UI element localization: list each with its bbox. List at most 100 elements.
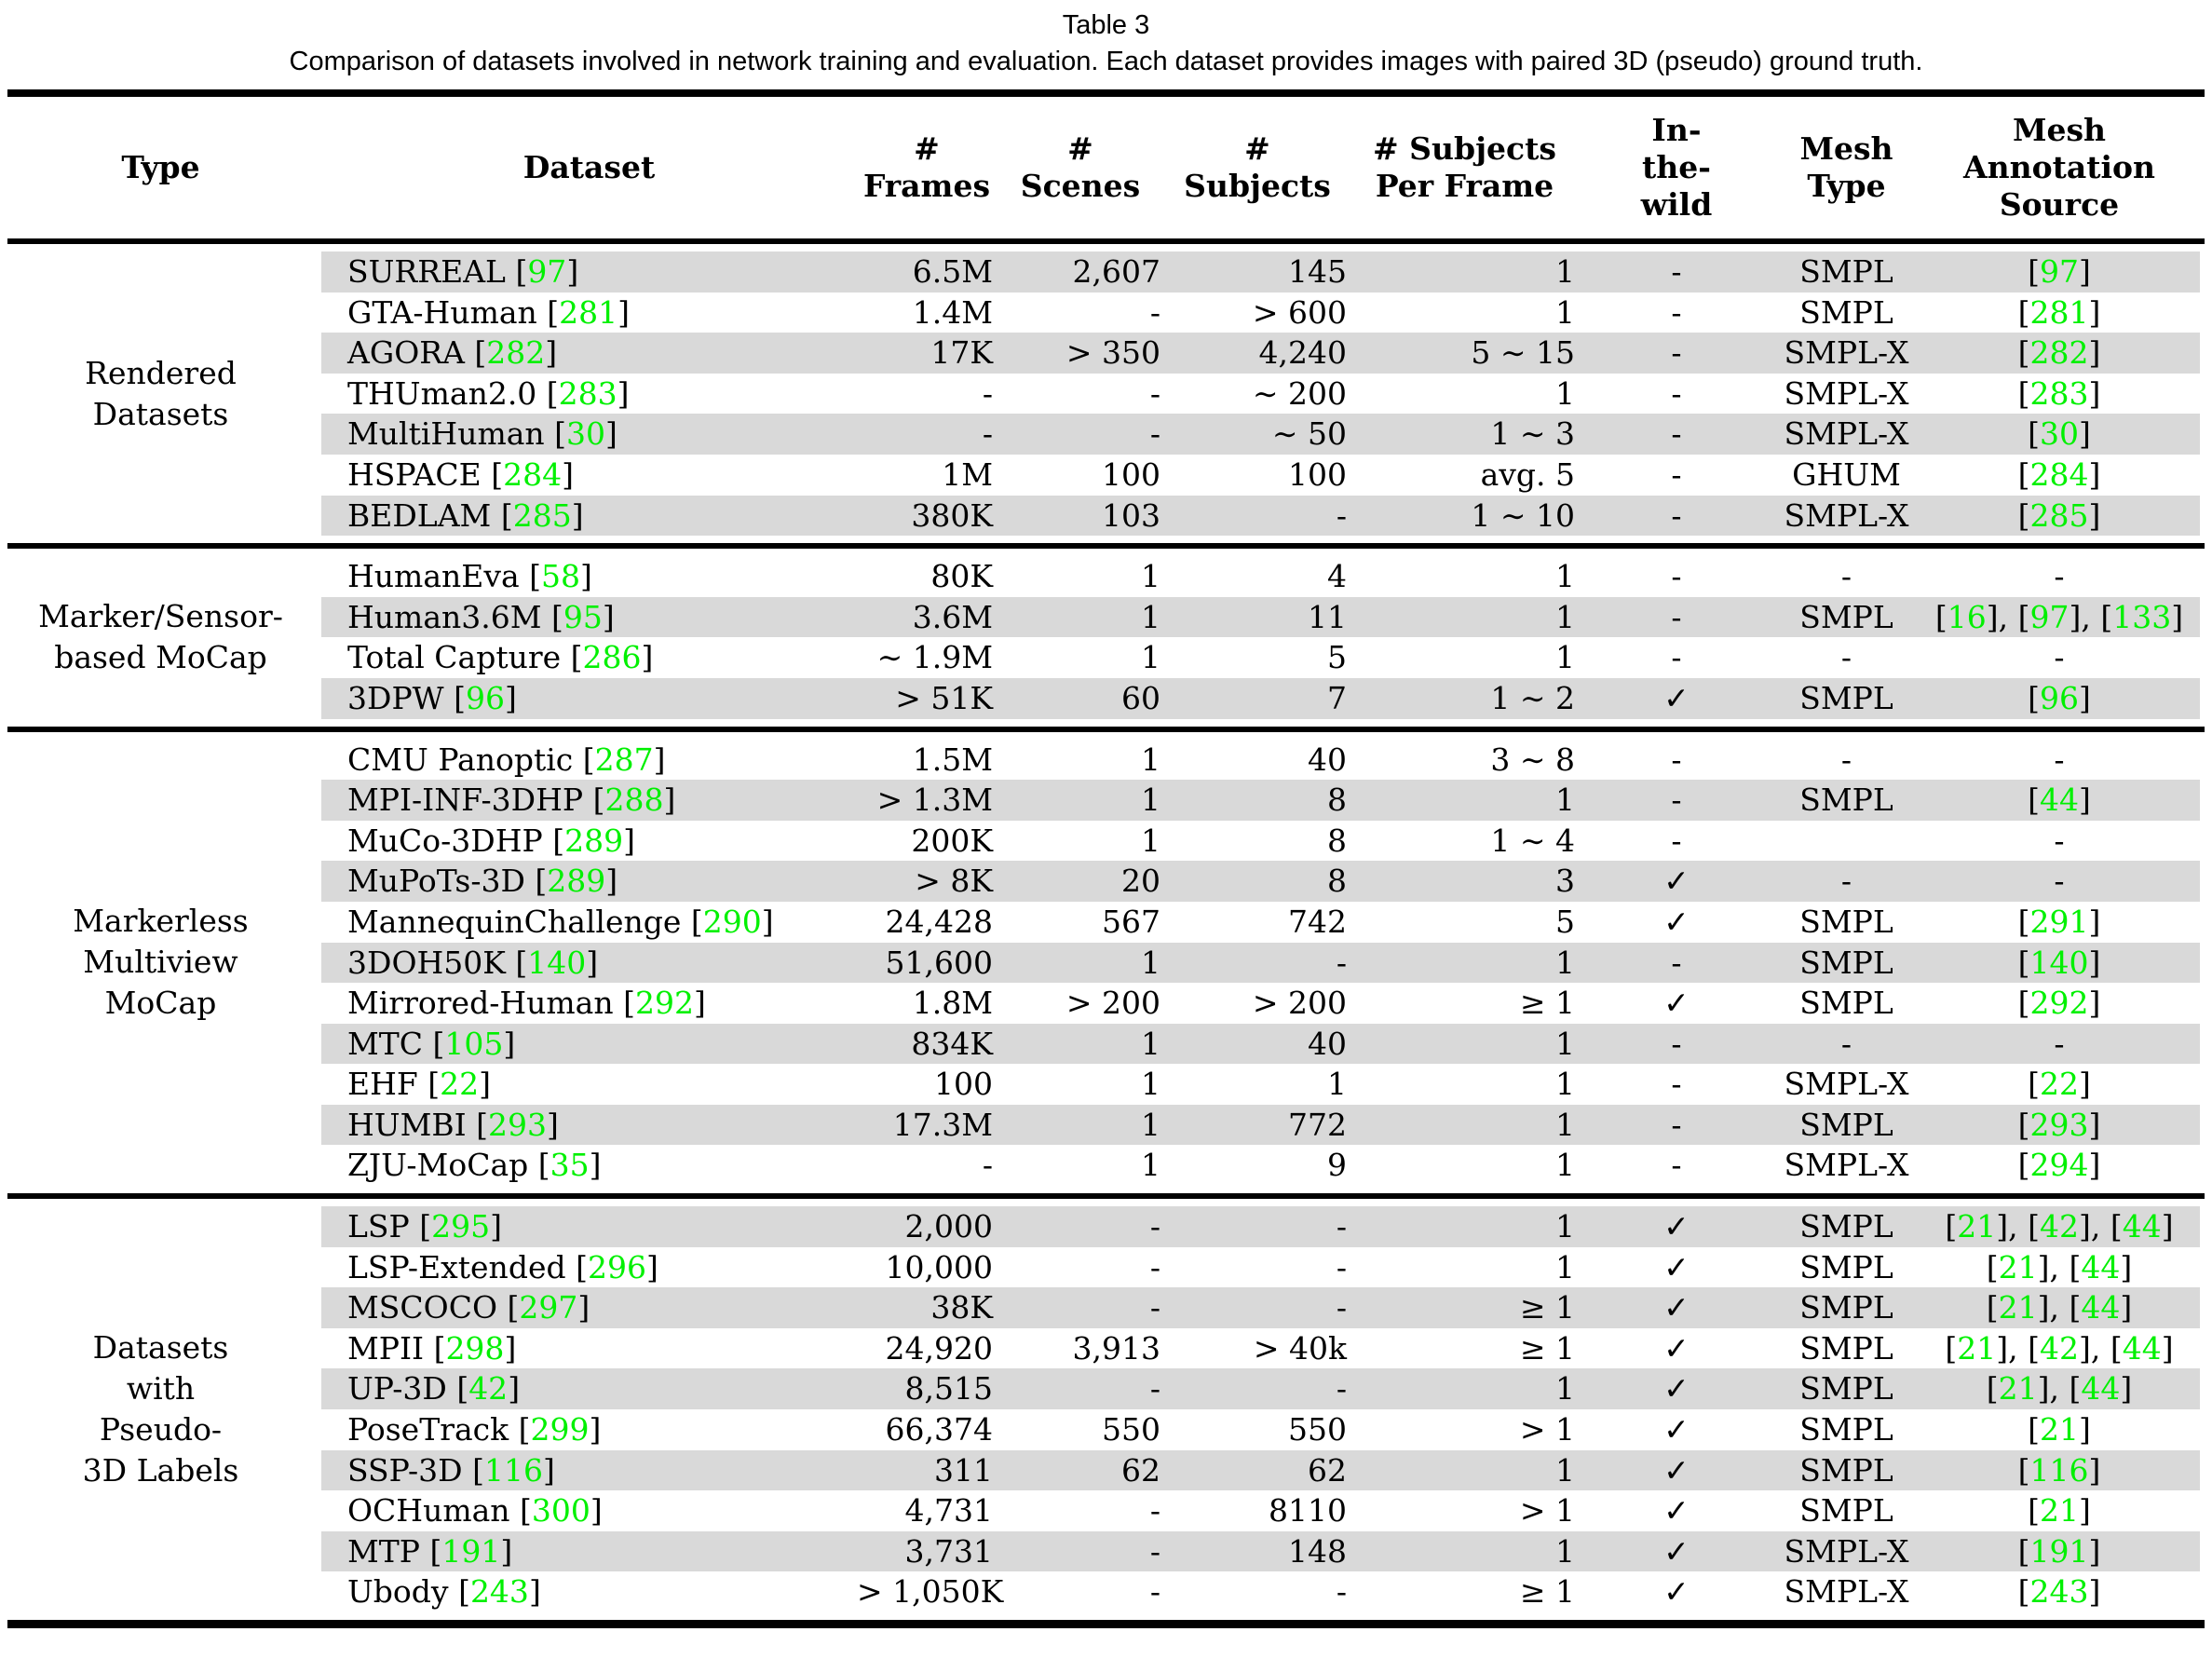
citation-ref[interactable]: [42] — [2028, 1329, 2091, 1367]
citation-ref[interactable]: [288] — [592, 782, 676, 819]
citation-ref[interactable]: [95] — [551, 598, 615, 635]
citation-ref[interactable]: [21] — [2028, 1492, 2091, 1530]
citation-ref[interactable]: [97] — [2017, 598, 2082, 635]
citation-ref[interactable]: [283] — [546, 374, 630, 412]
citation-ref[interactable]: [21] — [1986, 1248, 2050, 1285]
citation-ref[interactable]: [30] — [554, 415, 617, 453]
cell-frames: ∼ 1.9M — [876, 639, 993, 676]
citation-ref[interactable]: [97] — [2028, 253, 2091, 290]
cell-mesh-annotation-source: [97] — [1919, 252, 2200, 292]
citation-ref[interactable]: [35] — [537, 1147, 602, 1184]
citation-ref[interactable]: [16] — [1934, 598, 1999, 635]
cell-dataset: SSP-3D [116] — [347, 1451, 555, 1489]
citation-ref[interactable]: [292] — [2017, 985, 2101, 1022]
cell-frames: 66,374 — [885, 1411, 993, 1448]
table-row: MSCOCO [297] 38K - - ≥ 1 ✓ SMPL [21], [44] — [321, 1287, 2200, 1328]
table-row: MuCo-3DHP [289] 200K 1 8 1 ∼ 4 - - — [321, 821, 2200, 862]
citation-ref[interactable]: [285] — [2017, 496, 2101, 534]
citation-ref[interactable]: [287] — [582, 741, 666, 778]
cell-mesh-annotation-source: [294] — [1919, 1145, 2200, 1186]
citation-ref[interactable]: [44] — [2069, 1370, 2133, 1407]
citation-ref[interactable]: [282] — [2017, 334, 2101, 372]
citation-ref[interactable]: [286] — [570, 639, 654, 676]
citation-ref[interactable]: [116] — [472, 1451, 555, 1489]
table-row: PoseTrack [299] 66,374 550 550 > 1 ✓ SMPL [21] — [321, 1409, 2200, 1450]
citation-ref[interactable]: [21] — [2028, 1411, 2091, 1448]
citation-ref[interactable]: [96] — [454, 679, 517, 716]
citation-ref[interactable]: [300] — [520, 1492, 603, 1530]
cell-itw: ✓ — [1663, 1573, 1690, 1611]
citation-ref[interactable]: [96] — [2028, 679, 2091, 716]
cell-itw: - — [1671, 496, 1682, 534]
citation-ref[interactable]: [291] — [2017, 903, 2101, 940]
citation-ref[interactable]: [44] — [2069, 1248, 2133, 1285]
cell-itw: - — [1671, 558, 1682, 595]
citation-ref[interactable]: [191] — [2017, 1532, 2101, 1570]
citation-ref[interactable]: [21] — [1986, 1370, 2050, 1407]
citation-ref[interactable]: [21] — [1945, 1208, 2009, 1245]
cell-scenes: 1 — [1141, 944, 1160, 981]
citation-ref[interactable]: [44] — [2110, 1329, 2174, 1367]
cell-mesh-annotation-source: [140] — [1919, 943, 2200, 984]
cell-mesh-annotation-source: [293] — [1919, 1105, 2200, 1146]
citation-ref[interactable]: [289] — [535, 863, 618, 900]
cell-scenes: 20 — [1121, 863, 1160, 900]
citation-ref[interactable]: [22] — [427, 1066, 492, 1103]
citation-ref[interactable]: [295] — [419, 1208, 502, 1245]
citation-ref[interactable]: [42] — [456, 1370, 521, 1407]
citation-ref[interactable]: [22] — [2028, 1066, 2091, 1103]
citation-ref[interactable]: [289] — [552, 822, 635, 859]
cell-frames: 1.5M — [912, 741, 993, 778]
citation-ref[interactable]: [281] — [547, 293, 631, 331]
citation-ref[interactable]: [243] — [458, 1573, 541, 1611]
cell-mesh: GHUM — [1792, 456, 1901, 493]
table-row: LSP-Extended [296] 10,000 - - 1 ✓ SMPL [21], [4… — [321, 1247, 2200, 1288]
citation-ref[interactable]: [293] — [2017, 1106, 2101, 1143]
dataset-group: Markerless Multiview MoCap CMU Panoptic [28… — [0, 732, 2212, 1194]
citation-ref[interactable]: [294] — [2017, 1147, 2101, 1184]
citation-ref[interactable]: [21] — [1945, 1329, 2009, 1367]
citation-ref[interactable]: [285] — [500, 496, 584, 534]
citation-ref[interactable]: [58] — [529, 558, 592, 595]
cell-scenes: - — [1149, 293, 1160, 331]
citation-ref[interactable]: [296] — [576, 1248, 658, 1285]
citation-ref[interactable]: [97] — [515, 253, 579, 290]
table-header-row: Type Dataset # Frames # Scenes # Subjects # Subj… — [0, 97, 2212, 238]
cell-itw: - — [1671, 1147, 1682, 1184]
cell-spf: ≥ 1 — [1519, 985, 1575, 1022]
citation-ref[interactable]: [284] — [2017, 456, 2101, 493]
citation-ref[interactable]: [42] — [2028, 1208, 2091, 1245]
citation-ref[interactable]: [133] — [2100, 598, 2184, 635]
citation-ref[interactable]: [292] — [623, 985, 706, 1022]
citation-ref[interactable]: [281] — [2017, 293, 2101, 331]
citation-ref[interactable]: [282] — [474, 334, 558, 372]
citation-ref[interactable]: [298] — [433, 1329, 517, 1367]
cell-scenes: 1 — [1141, 598, 1160, 635]
cell-frames: 1M — [942, 456, 993, 493]
citation-ref[interactable]: [284] — [491, 456, 574, 493]
citation-ref[interactable]: [44] — [2110, 1208, 2174, 1245]
citation-ref[interactable]: [283] — [2017, 374, 2101, 412]
citation-ref[interactable]: [140] — [2017, 944, 2101, 981]
citation-ref[interactable]: [21] — [1986, 1289, 2050, 1326]
citation-ref[interactable]: [44] — [2069, 1289, 2133, 1326]
citation-ref[interactable]: [30] — [2028, 415, 2091, 453]
cell-mesh-annotation-source: [21] — [1919, 1409, 2200, 1450]
table-bottom-rule — [7, 1620, 2205, 1628]
citation-ref[interactable]: [191] — [429, 1532, 513, 1570]
citation-ref[interactable]: [299] — [518, 1411, 602, 1448]
citation-ref[interactable]: [297] — [507, 1289, 590, 1326]
citation-ref[interactable]: [290] — [690, 903, 774, 940]
citation-ref[interactable]: [105] — [432, 1025, 516, 1062]
table-row: MPII [298] 24,920 3,913 > 40k ≥ 1 ✓ SMPL [21], … — [321, 1328, 2200, 1369]
citation-ref[interactable]: [140] — [515, 944, 599, 981]
citation-ref[interactable]: [116] — [2017, 1451, 2101, 1489]
cell-dataset: ZJU-MoCap [35] — [347, 1147, 602, 1184]
cell-spf: > 1 — [1519, 1492, 1575, 1530]
citation-ref[interactable]: [243] — [2017, 1573, 2101, 1611]
cell-dataset: SURREAL [97] — [347, 253, 579, 290]
citation-ref[interactable]: [293] — [476, 1106, 559, 1143]
citation-ref[interactable]: [44] — [2028, 782, 2091, 819]
cell-spf: 1 ∼ 10 — [1471, 496, 1575, 534]
